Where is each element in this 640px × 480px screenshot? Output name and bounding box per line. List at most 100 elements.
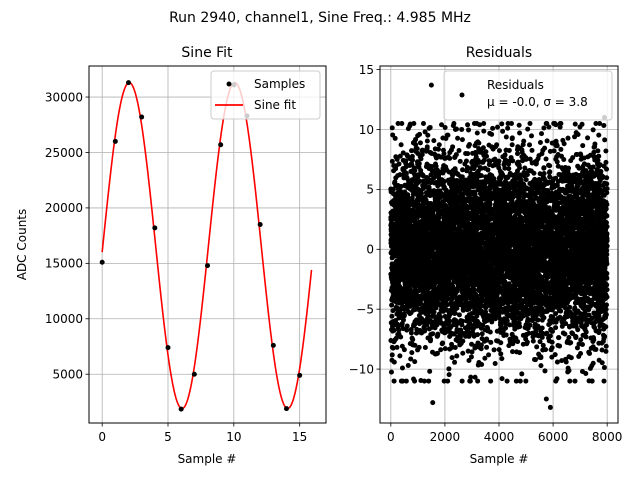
residual-point: [391, 327, 397, 333]
residual-point: [390, 345, 396, 351]
residual-point: [413, 142, 419, 148]
residual-point: [445, 378, 451, 384]
residual-point: [397, 284, 403, 290]
residual-point: [482, 355, 488, 361]
residual-point: [392, 135, 398, 141]
residual-point: [499, 121, 505, 127]
residual-point: [498, 340, 504, 346]
residual-point: [442, 346, 448, 352]
legend-samples-label: Samples: [254, 77, 305, 91]
residual-point: [433, 163, 439, 169]
sample-point: [178, 406, 184, 412]
sine-fit-ytick-label: 5000: [52, 368, 83, 382]
residual-point: [519, 371, 525, 377]
residual-point: [418, 190, 424, 196]
figure-suptitle: Run 2940, channel1, Sine Freq.: 4.985 MH…: [169, 10, 471, 26]
residual-point: [405, 192, 411, 198]
residual-point: [438, 154, 444, 160]
residual-point: [457, 158, 463, 164]
sine-fit-xlabel: Sample #: [178, 452, 237, 466]
residual-point: [389, 352, 395, 358]
residual-point: [506, 166, 512, 172]
residual-point: [431, 138, 437, 144]
sine-fit-ylabel: ADC Counts: [15, 209, 29, 281]
residual-point: [517, 350, 523, 356]
sine-fit-axes-frame: [88, 65, 327, 424]
residual-point: [401, 347, 407, 353]
sine-fit-plot-area: [99, 80, 313, 412]
residual-point: [416, 178, 422, 184]
residual-point: [468, 374, 474, 380]
residual-point: [455, 135, 461, 141]
residual-point: [517, 324, 523, 330]
sine-fit-ytick-label: 20000: [45, 201, 83, 215]
residual-point: [424, 138, 430, 144]
residual-point: [509, 121, 515, 126]
residual-point: [468, 354, 474, 360]
residual-point: [412, 378, 418, 384]
residual-point: [516, 122, 522, 128]
sample-point: [191, 371, 197, 377]
residual-point: [498, 351, 504, 357]
sample-point: [257, 222, 263, 228]
residual-point: [453, 126, 459, 132]
residual-point: [396, 327, 402, 333]
residual-point: [452, 310, 458, 316]
residual-point: [431, 309, 437, 315]
residual-point: [397, 353, 403, 359]
residual-point: [503, 134, 509, 140]
residual-point: [409, 153, 415, 159]
residual-point: [427, 188, 433, 194]
residual-point: [424, 144, 430, 150]
residual-point: [388, 369, 394, 375]
residual-point: [436, 142, 442, 148]
residual-point: [434, 350, 440, 356]
residual-point: [474, 130, 480, 136]
residual-point: [437, 314, 443, 320]
residual-point: [494, 142, 500, 148]
residual-point: [416, 161, 422, 167]
residual-point: [408, 330, 414, 336]
residual-point: [412, 342, 418, 348]
residual-point: [460, 350, 466, 356]
residual-point: [504, 378, 510, 384]
sine-fit-ytick-label: 10000: [45, 312, 83, 326]
residual-point: [395, 121, 401, 126]
residual-point: [399, 121, 405, 126]
residual-point: [487, 329, 493, 335]
residual-point: [460, 338, 466, 344]
residual-point: [409, 148, 415, 154]
residual-point: [404, 327, 410, 333]
residual-point: [397, 172, 403, 178]
residual-point: [447, 155, 453, 161]
sample-point: [112, 138, 118, 144]
residual-point: [409, 350, 415, 356]
residual-point: [419, 152, 425, 158]
sample-point: [126, 80, 131, 86]
residual-point: [401, 312, 407, 318]
residual-point: [499, 376, 505, 382]
residual-point: [400, 317, 406, 323]
residual-point: [475, 332, 481, 338]
residual-point: [389, 302, 395, 308]
residual-point: [521, 138, 527, 144]
residual-point: [496, 148, 502, 154]
residual-point: [465, 122, 471, 128]
residual-point: [430, 331, 436, 337]
residual-point: [389, 158, 395, 164]
sample-point: [139, 114, 145, 120]
residual-point: [490, 125, 496, 131]
sine-fit-ytick-label: 15000: [45, 257, 83, 271]
residual-point: [428, 336, 433, 342]
residual-point: [466, 127, 472, 133]
residual-point: [390, 308, 396, 314]
residual-point: [420, 121, 426, 126]
residual-point: [451, 121, 457, 126]
residual-point: [459, 378, 465, 384]
residual-point: [481, 121, 487, 126]
residual-point: [446, 366, 452, 372]
residual-point: [481, 128, 487, 134]
sine-fit-line: [101, 81, 313, 410]
